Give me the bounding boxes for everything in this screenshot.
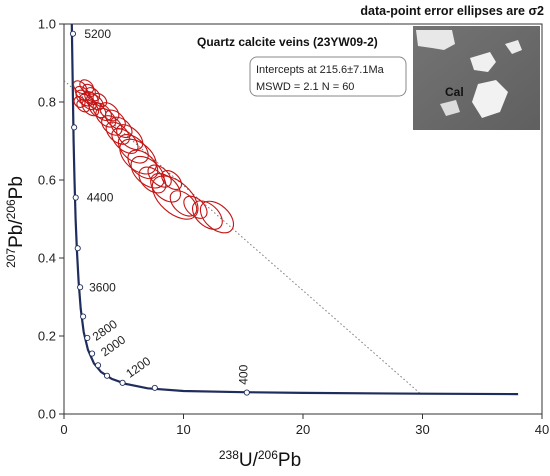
error-ellipse: [127, 149, 159, 180]
age-label: 5200: [84, 27, 111, 41]
error-ellipse: [82, 83, 96, 97]
age-marker: [95, 362, 102, 369]
x-tick-label: 30: [415, 422, 429, 437]
x-axis-title: 238U/206Pb: [219, 448, 301, 471]
error-ellipse: [138, 166, 167, 194]
age-label: 4400: [87, 191, 114, 205]
y-tick-label: 0.6: [38, 173, 56, 188]
x-tick-label: 20: [296, 422, 310, 437]
error-ellipse: [130, 155, 165, 189]
age-marker: [80, 313, 87, 320]
age-label: 3600: [89, 280, 116, 294]
error-ellipse: [95, 107, 117, 128]
error-ellipse: [147, 164, 172, 188]
error-ellipse: [191, 200, 223, 230]
age-marker: [243, 389, 250, 396]
y-tick-label: 1.0: [38, 17, 56, 32]
age-label: 1200: [123, 354, 153, 381]
discordia-layer: [63, 80, 422, 395]
error-ellipse: [119, 138, 157, 175]
error-ellipse: [75, 89, 94, 107]
age-marker-layer: [69, 30, 250, 396]
sample-title: Quartz calcite veins (23YW09-2): [197, 35, 378, 49]
error-ellipse: [116, 124, 144, 151]
x-axis-ticks: 0 10 20 30 40: [60, 414, 549, 437]
error-ellipse: [199, 200, 235, 234]
error-ellipse: [151, 175, 199, 220]
x-tick-label: 0: [60, 422, 67, 437]
age-marker: [89, 350, 96, 357]
y-axis-title: 207Pb/206Pb: [4, 176, 27, 268]
error-ellipse: [84, 91, 99, 106]
inset-micrograph: Cal: [413, 26, 540, 130]
error-ellipse: [105, 121, 130, 145]
y-tick-label: 0.2: [38, 329, 56, 344]
concordia-layer: [70, 23, 519, 396]
y-tick-label: 0.8: [38, 95, 56, 110]
discordia-line: [63, 80, 422, 395]
header-note: data-point error ellipses are σ2: [360, 4, 544, 18]
intercept-text: Intercepts at 215.6±7.1Ma: [256, 64, 385, 76]
age-marker: [71, 124, 78, 131]
age-marker: [74, 245, 81, 252]
error-ellipse: [73, 96, 86, 108]
x-tick-label: 10: [176, 422, 190, 437]
error-ellipse: [161, 169, 183, 191]
ellipse-layer: [72, 79, 235, 234]
error-ellipse: [150, 173, 182, 203]
age-label: 400: [236, 364, 250, 384]
x-tick-label: 40: [535, 422, 549, 437]
age-marker: [151, 384, 158, 391]
age-marker: [77, 284, 84, 291]
y-axis-ticks: 0.0 0.2 0.4 0.6 0.8 1.0: [38, 17, 64, 422]
age-marker: [72, 194, 79, 201]
age-marker: [84, 334, 91, 342]
results-box: [249, 56, 407, 97]
error-ellipse: [117, 134, 149, 164]
age-marker: [119, 379, 126, 386]
error-ellipse: [99, 102, 120, 122]
y-tick-label: 0.0: [38, 407, 56, 422]
age-marker: [103, 372, 111, 379]
age-marker: [69, 30, 77, 37]
concordia-curve: [70, 23, 519, 396]
error-ellipse: [76, 99, 90, 113]
mswd-text: MSWD = 2.1 N = 60: [256, 81, 354, 93]
y-tick-label: 0.4: [38, 251, 56, 266]
inset-label: Cal: [445, 85, 464, 99]
